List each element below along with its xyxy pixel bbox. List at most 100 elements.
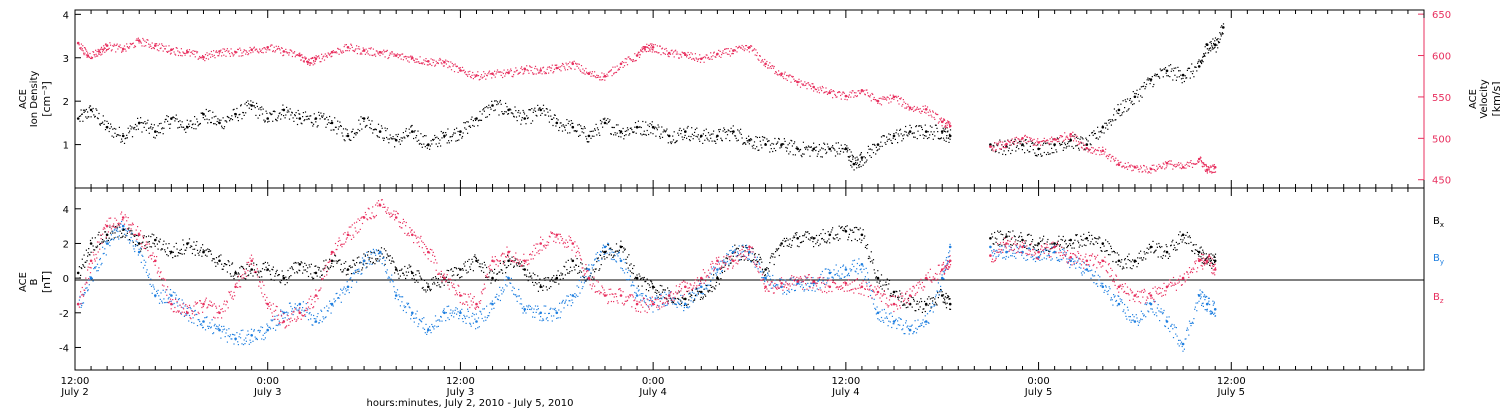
velocity-series-sample [679,53,681,55]
ion-density-series-sample [1143,82,1145,84]
ion-density-series-sample [552,124,554,127]
by-series-sample [109,245,111,247]
ion-density-series-sample [418,143,420,145]
ion-density-series-sample [681,136,683,138]
velocity-series-sample [832,97,834,99]
ion-density-series-sample [1013,140,1015,143]
bx-series-point [523,268,526,271]
bx-series-sample [179,249,181,251]
by-series-sample [147,275,149,277]
ion-density-series-sample [941,132,943,134]
bx-series-sample [1096,238,1098,240]
velocity-series-point [330,50,334,54]
velocity-series-sample [497,71,499,73]
ion-density-series-sample [230,118,232,120]
bx-series-point [218,259,221,263]
velocity-series-sample [775,71,777,73]
bx-series-sample [563,265,565,267]
bx-series-sample [731,258,733,260]
ion-density-series-sample [137,117,139,119]
velocity-series-sample [760,61,762,63]
bx-series-point [427,285,430,289]
bx-series-sample [1059,244,1061,246]
bx-series-sample [391,260,393,262]
ion-density-series-sample [80,109,82,111]
bx-series-sample [120,237,122,239]
by-series-sample [202,327,204,329]
velocity-series-sample [488,71,490,73]
bx-series-sample [949,308,952,310]
ion-density-series-sample [1221,33,1223,35]
velocity-series-sample [777,74,779,76]
ion-density-series-sample [1029,145,1031,147]
ion-density-series-sample [130,128,132,130]
bx-series-sample [537,275,539,277]
bx-series-sample [1170,245,1172,247]
ion-density-series-sample [569,132,571,134]
velocity-series-sample [1129,164,1131,167]
bx-series-sample [754,253,756,255]
ion-density-series-sample [354,132,356,134]
ion-density-series-sample [142,122,144,124]
ion-density-series-point [651,125,655,129]
velocity-series-sample [608,71,610,73]
ion-density-series-sample [753,144,755,146]
ion-density-series-sample [841,148,843,150]
velocity-series-sample [150,47,153,50]
bx-series-sample [851,229,853,231]
velocity-series-sample [877,102,879,104]
velocity-series-sample [518,72,520,74]
ion-density-series-sample [225,120,227,122]
velocity-series-sample [486,75,488,77]
velocity-series-sample [1104,151,1106,153]
velocity-series-sample [126,43,128,45]
ion-density-series-sample [305,115,307,118]
velocity-series-sample [752,49,754,51]
velocity-series-sample [408,61,410,63]
velocity-series-sample [1187,165,1189,167]
velocity-series-sample [1197,160,1199,162]
by-series-sample [131,240,134,242]
ion-density-series-sample [557,119,559,121]
velocity-series-sample [994,149,996,152]
ion-density-series-sample [213,116,215,118]
velocity-series-sample [1080,141,1082,143]
ion-density-series-sample [271,113,273,115]
velocity-series-sample [303,60,305,62]
velocity-series-sample [81,48,83,50]
ion-density-series-sample [385,130,387,132]
velocity-series-sample [1143,164,1145,167]
bx-series-sample [1175,249,1177,251]
velocity-series-sample [759,55,761,57]
ion-density-series-sample [263,119,265,121]
ion-density-series-sample [791,145,793,147]
bx-series-sample [888,283,890,285]
ion-density-series-sample [308,118,310,120]
velocity-series-sample [453,71,456,73]
velocity-series-sample [795,80,797,82]
by-series-sample [207,327,210,329]
bx-series-sample [108,237,110,239]
bx-series-sample [1013,235,1015,237]
bx-series-sample [392,260,394,262]
bx-series-sample [778,254,780,257]
bx-series-sample [1200,246,1202,248]
velocity-series-sample [1001,144,1003,146]
velocity-series-sample [1107,155,1110,158]
velocity-series-sample [537,69,539,71]
velocity-series-sample [823,92,825,94]
bx-series-sample [786,245,788,247]
velocity-series-sample [902,99,904,101]
velocity-series-sample [558,66,560,68]
velocity-series-sample [314,60,316,62]
ion-density-series-sample [369,127,371,129]
velocity-series-sample [129,46,131,48]
velocity-series-sample [991,148,994,150]
velocity-series-sample [675,53,677,55]
ion-density-series-sample [220,119,222,121]
ion-density-series-point [619,130,623,133]
ion-density-series-sample [1052,138,1054,140]
velocity-series-sample [1075,134,1077,136]
velocity-series-sample [649,43,652,45]
velocity-series-sample [780,74,783,76]
